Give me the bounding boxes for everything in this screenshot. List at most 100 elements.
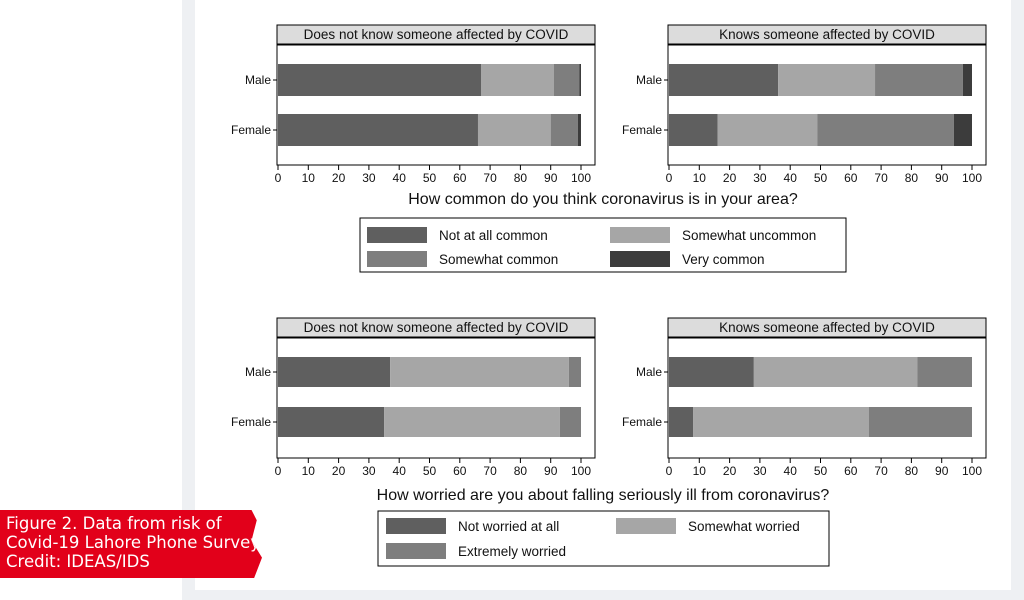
legend-label: Extremely worried: [458, 544, 566, 559]
bar-segment: [817, 114, 954, 146]
legend-swatch: [616, 518, 676, 534]
x-tick-label: 10: [302, 171, 316, 185]
bar-segment: [559, 407, 581, 437]
chart-title: How common do you think coronavirus is i…: [408, 191, 798, 208]
x-tick-label: 60: [453, 464, 467, 478]
x-tick-label: 20: [723, 464, 737, 478]
panel-header: [276, 24, 596, 45]
category-label: Female: [231, 415, 271, 429]
category-label: Female: [622, 415, 662, 429]
bar-segment: [669, 64, 779, 96]
legend-label: Somewhat worried: [688, 519, 800, 534]
panel-title: Does not know someone affected by COVID: [304, 27, 569, 42]
bar-segment: [953, 114, 972, 146]
x-tick-label: 60: [453, 171, 467, 185]
legend-swatch: [367, 251, 427, 267]
x-tick-label: 50: [814, 171, 828, 185]
legend-box: [359, 217, 847, 273]
x-tick-label: 40: [784, 464, 798, 478]
x-tick-label: 100: [962, 171, 982, 185]
plot-area: [667, 44, 987, 166]
x-tick-label: 20: [332, 171, 346, 185]
x-tick-label: 30: [362, 171, 376, 185]
chart-title: How worried are you about falling seriou…: [377, 487, 830, 504]
x-tick-label: 70: [483, 464, 497, 478]
legend-box: [377, 510, 830, 567]
x-tick-label: 90: [935, 464, 949, 478]
bar-segment: [481, 64, 554, 96]
legend-label: Not at all common: [439, 228, 548, 243]
x-tick-label: 30: [753, 171, 767, 185]
bar-segment: [717, 114, 818, 146]
bar-segment: [875, 64, 963, 96]
x-tick-label: 20: [723, 171, 737, 185]
x-tick-label: 40: [393, 464, 407, 478]
x-tick-label: 40: [393, 171, 407, 185]
x-tick-label: 0: [275, 464, 282, 478]
panel-title: Knows someone affected by COVID: [719, 27, 935, 42]
category-label: Male: [245, 73, 271, 87]
panel-header: [667, 317, 987, 338]
x-tick-label: 0: [275, 171, 282, 185]
x-tick-label: 10: [693, 171, 707, 185]
bar-segment: [753, 357, 918, 387]
panel-title: Does not know someone affected by COVID: [304, 320, 569, 335]
x-tick-label: 90: [544, 464, 558, 478]
bar-segment: [390, 357, 569, 387]
x-tick-label: 90: [935, 171, 949, 185]
bar-segment: [962, 64, 972, 96]
bar-segment: [553, 64, 580, 96]
legend-label: Not worried at all: [458, 519, 559, 534]
legend-label: Somewhat common: [439, 252, 558, 267]
legend-label: Somewhat uncommon: [682, 228, 816, 243]
x-tick-label: 70: [874, 464, 888, 478]
bar-segment: [693, 407, 869, 437]
legend-swatch: [610, 251, 670, 267]
x-tick-label: 80: [514, 464, 528, 478]
plot-area: [667, 337, 987, 459]
panel-header: [276, 317, 596, 338]
legend-label: Very common: [682, 252, 765, 267]
x-tick-label: 80: [905, 171, 919, 185]
plot-area: [276, 44, 596, 166]
x-tick-label: 70: [483, 171, 497, 185]
bar-segment: [579, 64, 581, 96]
bar-segment: [384, 407, 560, 437]
x-tick-label: 30: [362, 464, 376, 478]
legend-swatch: [386, 518, 446, 534]
bar-segment: [669, 114, 718, 146]
legend-swatch: [610, 227, 670, 243]
x-tick-label: 30: [753, 464, 767, 478]
bar-segment: [278, 114, 478, 146]
x-tick-label: 0: [666, 171, 673, 185]
legend-swatch: [367, 227, 427, 243]
panel-title: Knows someone affected by COVID: [719, 320, 935, 335]
bar-segment: [669, 357, 754, 387]
bar-segment: [568, 357, 581, 387]
legend-swatch: [386, 543, 446, 559]
x-tick-label: 40: [784, 171, 798, 185]
bar-segment: [778, 64, 876, 96]
category-label: Male: [636, 365, 662, 379]
x-tick-label: 50: [814, 464, 828, 478]
x-tick-label: 10: [693, 464, 707, 478]
x-tick-label: 60: [844, 464, 858, 478]
x-tick-label: 10: [302, 464, 316, 478]
plot-area: [276, 337, 596, 459]
bar-segment: [550, 114, 578, 146]
x-tick-label: 50: [423, 464, 437, 478]
category-label: Male: [245, 365, 271, 379]
x-tick-label: 60: [844, 171, 858, 185]
bar-segment: [917, 357, 972, 387]
x-tick-label: 100: [571, 464, 591, 478]
category-label: Female: [622, 123, 662, 137]
x-tick-label: 100: [571, 171, 591, 185]
x-tick-label: 70: [874, 171, 888, 185]
x-tick-label: 100: [962, 464, 982, 478]
x-tick-label: 50: [423, 171, 437, 185]
x-tick-label: 0: [666, 464, 673, 478]
x-tick-label: 20: [332, 464, 346, 478]
panel-header: [667, 24, 987, 45]
x-tick-label: 80: [905, 464, 919, 478]
